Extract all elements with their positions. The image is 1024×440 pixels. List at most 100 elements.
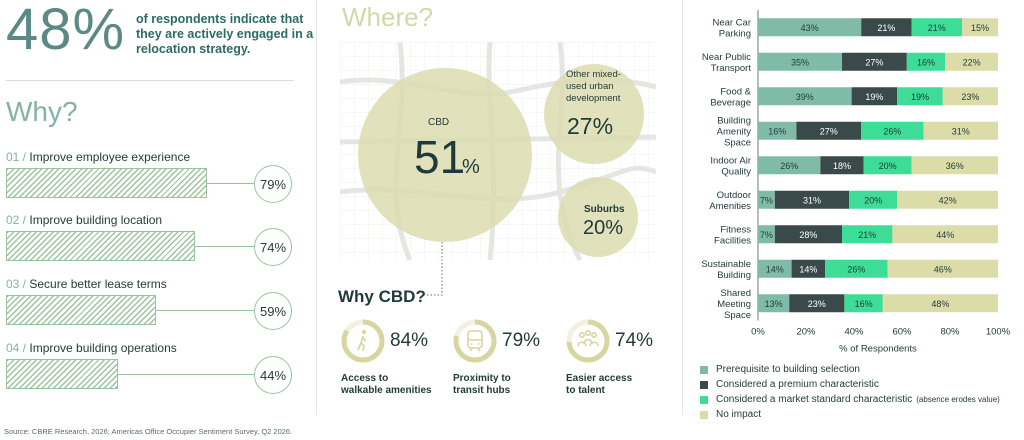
bar-segment bbox=[892, 225, 998, 244]
category-label: Near Car bbox=[712, 17, 751, 28]
where-title: Where? bbox=[342, 2, 434, 32]
data-label: 16% bbox=[917, 57, 935, 67]
amenity-ring bbox=[453, 319, 497, 363]
amenity-ring bbox=[341, 319, 385, 363]
data-label: 42% bbox=[939, 195, 957, 205]
location-bubble-map: CBD 51 % Other mixed- used urban develop… bbox=[340, 42, 656, 296]
reason-leader-line bbox=[195, 246, 262, 247]
x-tick-label: 0% bbox=[751, 327, 765, 338]
ring-progress bbox=[341, 319, 385, 363]
data-label: 14% bbox=[766, 264, 784, 274]
bar-segment bbox=[897, 87, 943, 106]
bar-segment bbox=[791, 259, 826, 278]
divider bbox=[682, 0, 683, 415]
data-label: 18% bbox=[833, 161, 851, 171]
bar-segment bbox=[789, 294, 845, 313]
reason-percentage: 79% bbox=[254, 165, 292, 203]
bar-segment bbox=[774, 190, 850, 209]
amenity-label-line: Access to bbox=[341, 373, 389, 384]
legend-label: Considered a market standard characteris… bbox=[716, 394, 913, 405]
bar-segment bbox=[774, 225, 842, 244]
amenity-percentage: 79% bbox=[502, 330, 541, 351]
bar-segment bbox=[758, 225, 775, 244]
data-label: 15% bbox=[971, 23, 989, 33]
data-label: 43% bbox=[801, 23, 819, 33]
category-label: Near Public bbox=[702, 52, 751, 63]
bar-segment bbox=[796, 121, 862, 140]
legend-swatch bbox=[700, 395, 708, 404]
bar-segment bbox=[758, 87, 852, 106]
bar-segment bbox=[758, 294, 790, 313]
why-title: Why? bbox=[6, 96, 78, 127]
data-label: 22% bbox=[963, 57, 981, 67]
amenity-label: Easier access to talent bbox=[566, 373, 632, 397]
divider bbox=[6, 80, 294, 81]
bar-segment bbox=[897, 190, 998, 209]
x-tick-label: 60% bbox=[892, 327, 912, 338]
mixed-use-label-3: development bbox=[566, 93, 621, 104]
data-label: 26% bbox=[883, 126, 901, 136]
data-label: 21% bbox=[858, 230, 876, 240]
legend-item: Prerequisite to building selection bbox=[700, 364, 860, 375]
divider bbox=[316, 0, 317, 415]
bar-segment bbox=[844, 294, 883, 313]
category-label: Beverage bbox=[710, 97, 751, 108]
amenity-percentage: 84% bbox=[390, 330, 429, 351]
reason-percentage: 44% bbox=[254, 356, 292, 394]
data-label: 36% bbox=[946, 161, 964, 171]
x-tick-label: 40% bbox=[844, 327, 864, 338]
category-label: Amenity bbox=[717, 126, 752, 137]
data-label: 19% bbox=[911, 92, 929, 102]
reason-leader-line bbox=[156, 310, 262, 311]
reason-number: 01 / bbox=[6, 150, 27, 164]
data-label: 27% bbox=[865, 57, 883, 67]
data-label: 21% bbox=[877, 23, 895, 33]
legend-label: Prerequisite to building selection bbox=[716, 364, 860, 375]
amenity-label-line: walkable amenities bbox=[341, 385, 432, 396]
bar-segment bbox=[820, 156, 864, 175]
ring-progress bbox=[566, 319, 610, 363]
cbd-value: 51 bbox=[414, 131, 465, 183]
walking-person-icon bbox=[357, 329, 367, 352]
suburbs-bubble bbox=[558, 177, 638, 257]
category-label: Outdoor bbox=[717, 190, 751, 201]
bar-segment bbox=[758, 18, 862, 37]
amenity-percentage: 74% bbox=[615, 330, 654, 351]
reason-leader-line bbox=[118, 374, 262, 375]
category-label: Space bbox=[724, 310, 751, 321]
bar-segment bbox=[758, 190, 775, 209]
category-label: Amenities bbox=[709, 201, 751, 212]
reason-label: 03 / Secure better lease terms bbox=[6, 277, 167, 291]
category-label: Meeting bbox=[717, 299, 751, 310]
cbd-label: CBD bbox=[428, 117, 449, 128]
category-label: Parking bbox=[719, 28, 751, 39]
bar-segment bbox=[911, 156, 998, 175]
category-label: Facilities bbox=[714, 235, 751, 246]
legend-swatch bbox=[700, 410, 708, 419]
data-label: 16% bbox=[855, 299, 873, 309]
amenity-label-line: transit hubs bbox=[453, 385, 511, 396]
mixed-use-value: 27% bbox=[567, 113, 613, 139]
reason-number: 04 / bbox=[6, 341, 27, 355]
cbd-unit: % bbox=[462, 156, 480, 178]
bar-segment bbox=[861, 121, 924, 140]
mixed-use-bubble bbox=[544, 64, 644, 164]
legend-label: No impact bbox=[716, 409, 762, 420]
reason-label: 01 / Improve employee experience bbox=[6, 150, 190, 164]
ring-progress bbox=[453, 319, 497, 363]
data-label: 44% bbox=[936, 230, 954, 240]
headline-percentage: 48% bbox=[6, 0, 126, 62]
amenity-ring bbox=[566, 319, 610, 363]
category-label: Quality bbox=[721, 166, 751, 177]
category-label: Shared bbox=[720, 288, 751, 299]
bar-segment bbox=[962, 18, 998, 37]
x-tick-label: 20% bbox=[796, 327, 816, 338]
legend-swatch bbox=[700, 380, 708, 389]
legend-label: Considered a premium characteristic bbox=[716, 379, 879, 390]
bar-segment bbox=[911, 18, 962, 37]
legend-swatch bbox=[700, 365, 708, 374]
amenity-label: Access to walkable amenities bbox=[341, 373, 432, 397]
bar-segment bbox=[882, 294, 998, 313]
reason-bar bbox=[6, 295, 156, 325]
